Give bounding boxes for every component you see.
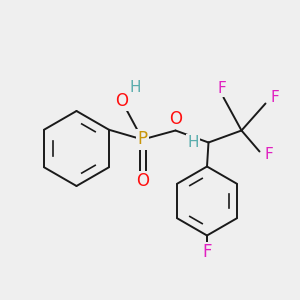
Text: O: O [115,92,128,110]
Text: F: F [270,90,279,105]
Text: F: F [202,243,212,261]
Text: O: O [169,110,182,128]
Text: O: O [136,172,149,190]
Text: H: H [129,80,141,95]
Text: H: H [187,135,199,150]
Text: P: P [137,130,148,148]
Text: F: F [218,81,226,96]
Text: F: F [264,147,273,162]
